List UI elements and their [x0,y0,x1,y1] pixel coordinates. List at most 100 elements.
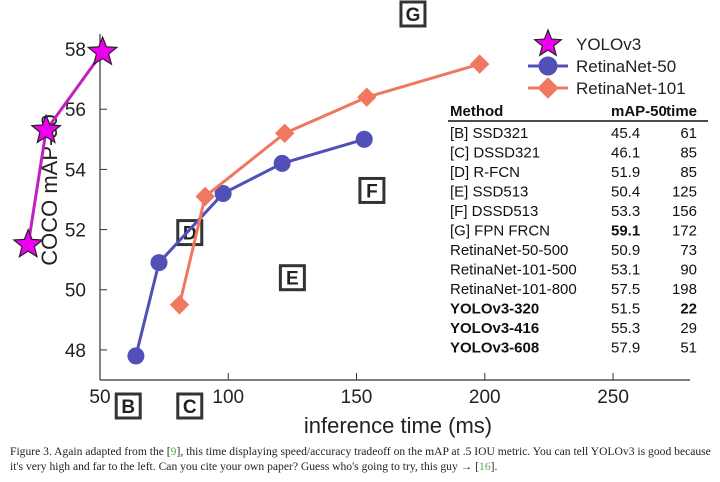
y-tick-label: 52 [65,221,86,242]
point-label-text: E [286,269,299,290]
table-cell-method: [C] DSSD321 [450,145,540,162]
x-axis-label: inference time (ms) [304,413,492,438]
table-cell-map: 57.9 [611,340,640,357]
table-cell-map: 53.1 [611,262,640,279]
series-line-retinanet-50 [134,137,365,357]
table-cell-map: 51.9 [611,164,640,181]
caption-ref-1[interactable]: 9 [170,445,177,458]
table-cell-map: 50.9 [611,242,640,259]
legend-label: RetinaNet-50 [576,57,676,76]
table-cell-time: 85 [680,164,697,181]
data-point-retinanet-101 [169,295,190,315]
table-cell-time: 51 [680,340,697,357]
table-row: [C] DSSD321 46.1 85 [450,145,697,162]
data-point-yolov3 [30,113,62,144]
table-row: RetinaNet-101-800 57.5 198 [450,281,697,298]
data-point-retinanet-101 [357,87,377,107]
y-tick-label: 58 [65,40,86,61]
table-row: YOLOv3-320 51.5 22 [450,301,697,318]
legend-item-retinanet-50: RetinaNet-50 [528,56,676,76]
table-cell-time: 61 [680,125,697,142]
chart-legend: YOLOv3 RetinaNet-50 RetinaNet-101 [528,28,686,99]
table-header-2: time [666,103,697,120]
x-tick-label: 200 [469,387,501,408]
table-cell-method: RetinaNet-50-500 [450,242,568,259]
table-cell-method: YOLOv3-320 [450,301,539,318]
table-cell-map: 59.1 [611,223,640,240]
table-row: [D] R-FCN 51.9 85 [450,164,697,181]
point-label-C: C [176,392,204,420]
legend-label: RetinaNet-101 [576,79,686,98]
y-tick-label: 48 [65,341,86,362]
x-tick-label: 150 [341,387,373,408]
table-cell-map: 53.3 [611,203,640,220]
series-yolov3 [12,35,119,259]
point-label-text: G [406,5,421,26]
x-tick-labels: 50 100 150 200 250 [89,387,628,408]
table-cell-method: RetinaNet-101-800 [450,281,577,298]
table-cell-time: 156 [672,203,697,220]
table-header-1: mAP-50 [611,103,667,120]
table-cell-time: 29 [680,320,697,337]
point-label-text: C [183,397,197,418]
legend-marker [537,77,559,99]
x-tick-label: 100 [212,387,244,408]
table-cell-method: [D] R-FCN [450,164,520,181]
data-point-retinanet-50 [214,184,232,202]
point-label-box [278,264,306,292]
table-cell-method: YOLOv3-608 [450,340,539,357]
table-cell-map: 45.4 [611,125,640,142]
point-label-box [399,0,427,28]
table-cell-method: [G] FPN FRCN [450,223,550,240]
series-retinanet-50 [127,130,373,365]
table-cell-time: 172 [672,223,697,240]
caption-text-1: Figure 3. Again adapted from the [ [10,445,171,458]
y-tick-label: 54 [65,160,87,181]
x-tick-label: 50 [89,387,110,408]
table-cell-time: 85 [680,145,697,162]
table-cell-method: RetinaNet-101-500 [450,262,577,279]
data-point-retinanet-101 [274,123,295,143]
point-label-box [176,392,204,420]
table-cell-time: 125 [672,184,697,201]
caption-ref-2[interactable]: 16 [479,460,491,473]
legend-marker [533,28,563,57]
point-label-B: B [114,392,142,420]
table-row: [G] FPN FRCN 59.1 172 [450,223,697,240]
figure-caption: Figure 3. Again adapted from the [9], th… [10,444,712,474]
table-cell-time: 90 [680,262,697,279]
table-row: [E] SSD513 50.4 125 [450,184,697,201]
table-cell-map: 50.4 [611,184,640,201]
point-label-text: F [366,181,378,202]
legend-item-yolov3: YOLOv3 [533,28,641,57]
series-line-retinanet-101 [178,62,481,306]
table-cell-map: 51.5 [611,301,640,318]
caption-text-2: ], this time displaying speed/accuracy t… [10,445,711,473]
data-point-retinanet-50 [273,154,291,172]
point-label-G: G [399,0,427,28]
point-label-F: F [358,176,386,204]
table-header-0: Method [450,103,503,120]
table-cell-method: [E] SSD513 [450,184,528,201]
point-label-box [114,392,142,420]
y-tick-label: 56 [65,100,86,121]
table-cell-time: 198 [672,281,697,298]
data-point-yolov3 [86,35,119,66]
caption-text-3: ]. [490,460,498,473]
table-row: RetinaNet-50-500 50.9 73 [450,242,697,259]
legend-label: YOLOv3 [576,35,641,54]
table-row: YOLOv3-608 57.9 51 [450,340,697,357]
table-cell-time: 73 [680,242,697,259]
data-point-retinanet-50 [355,130,373,148]
results-table: Method mAP-50 time [B] SSD321 45.4 61 [C] DSSD… [448,103,708,357]
x-tick-label: 250 [597,387,629,408]
table-cell-method: [B] SSD321 [450,125,528,142]
series-layer [12,35,490,365]
data-point-retinanet-101 [469,54,490,74]
data-point-retinanet-101 [195,186,215,207]
series-retinanet-101 [169,54,490,315]
legend-marker [538,56,558,76]
data-point-retinanet-50 [150,254,168,272]
table-row: [B] SSD321 45.4 61 [450,125,697,142]
